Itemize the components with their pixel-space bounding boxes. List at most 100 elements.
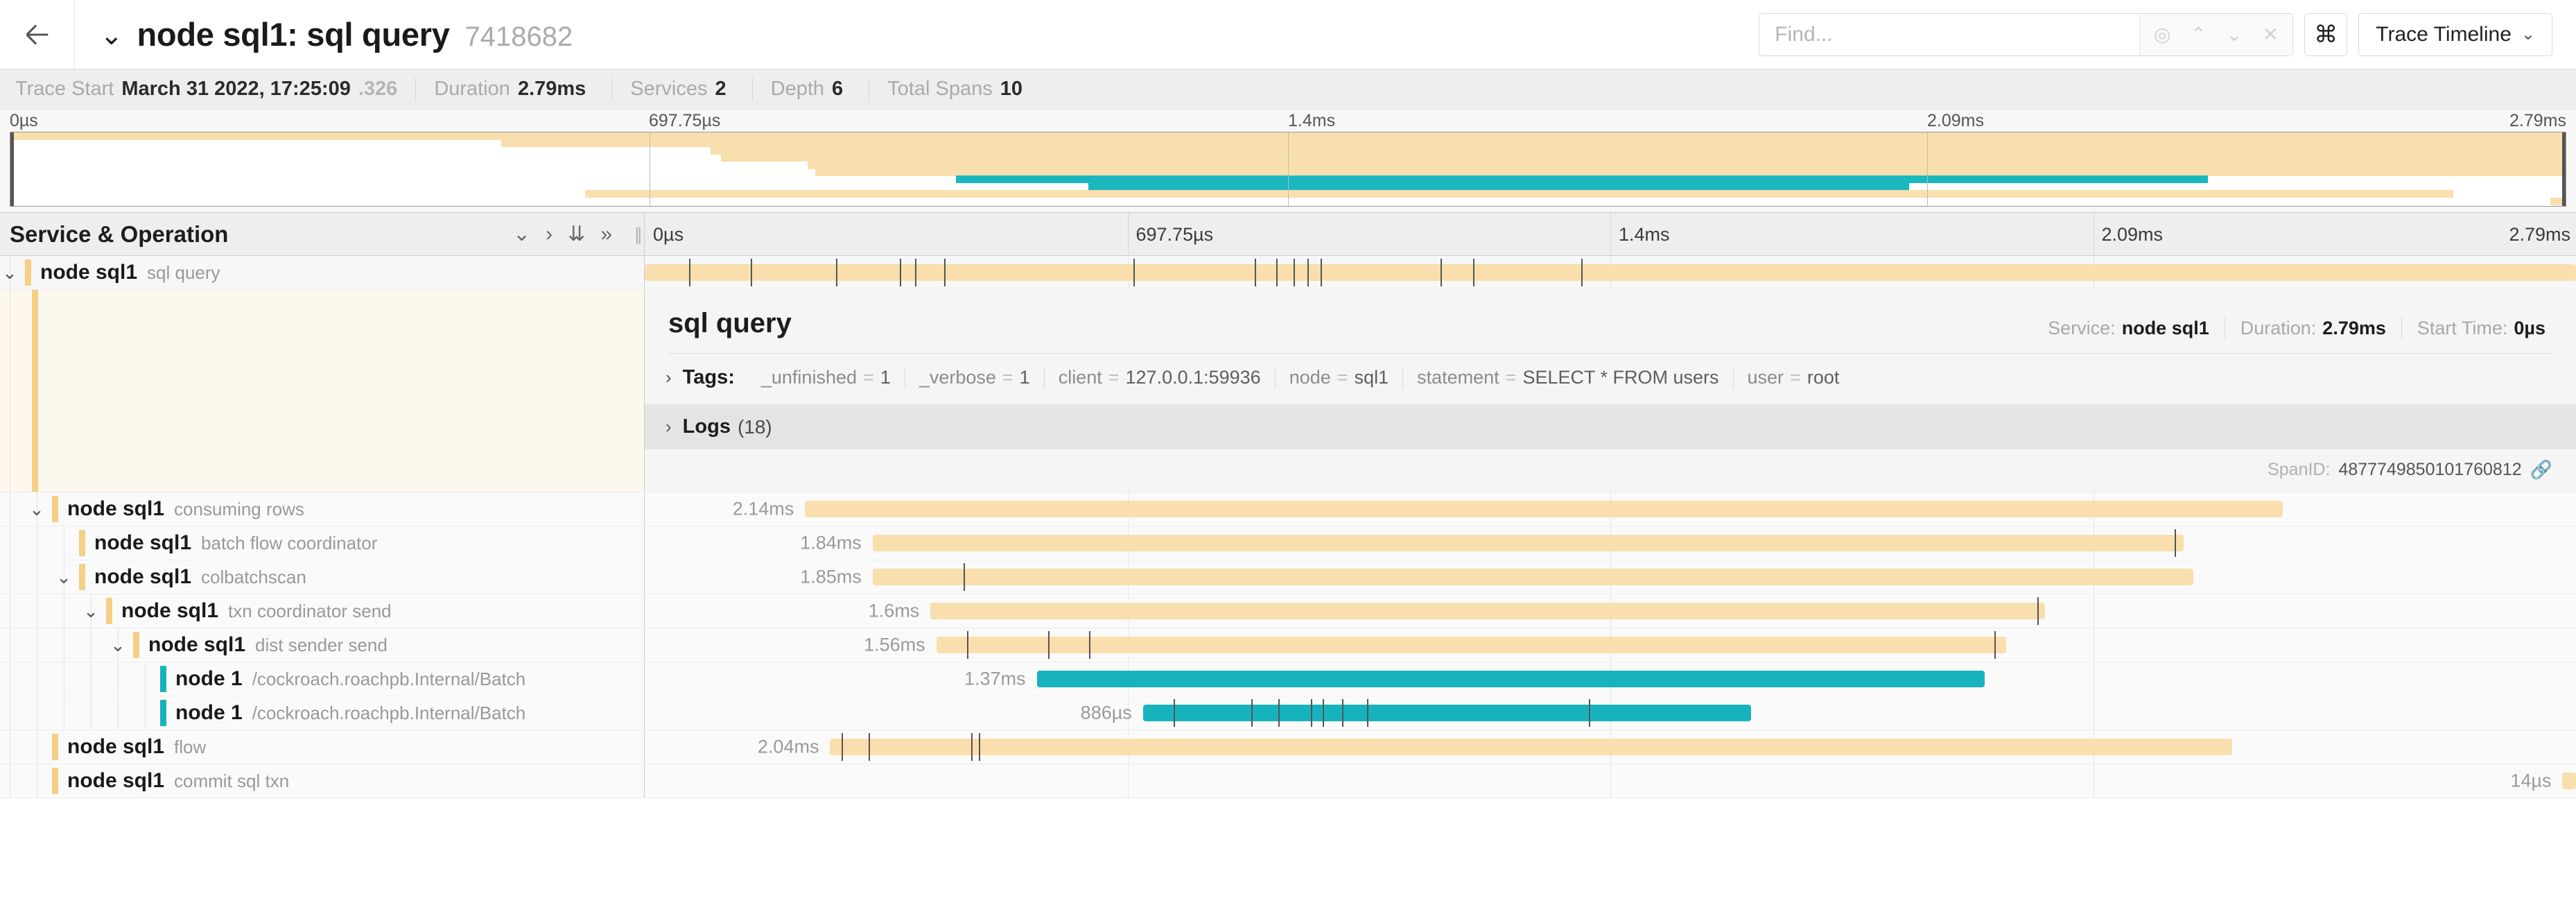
span-row-bar-cell[interactable]: 886µs <box>645 696 2576 730</box>
chevron-down-icon[interactable]: ⌄ <box>110 635 125 655</box>
span-row-label-cell[interactable]: node 1/cockroach.roachpb.Internal/Batch <box>0 696 645 730</box>
span-row-label-cell[interactable]: ⌄ node sql1 consuming rows <box>0 492 645 526</box>
double-chevron-down-icon[interactable]: ⇊ <box>568 222 586 246</box>
span-row[interactable]: ⌄ node sql1 sql query <box>0 256 2576 290</box>
span-tag[interactable]: client = 127.0.0.1:59936 <box>1045 366 1276 389</box>
chevron-down-icon[interactable]: ⌄ <box>83 601 98 621</box>
span-row-label-cell[interactable]: ⌄ node sql1 dist sender send <box>0 628 645 662</box>
span-row[interactable]: node sql1 batch flow coordinator 1.84ms <box>0 526 2576 560</box>
span-duration-bar[interactable] <box>872 535 2184 551</box>
span-log-marker[interactable] <box>2174 529 2176 557</box>
span-log-marker[interactable] <box>1473 259 1475 286</box>
span-log-marker[interactable] <box>1311 699 1313 727</box>
chevron-down-icon[interactable]: ⌄ <box>29 499 44 519</box>
chevron-down-icon[interactable]: ⌄ <box>513 222 531 246</box>
link-icon[interactable]: 🔗 <box>2530 459 2552 480</box>
span-row-bar-cell[interactable]: 1.6ms <box>645 594 2576 628</box>
chevron-up-icon[interactable]: ⌃ <box>2190 24 2207 45</box>
command-key-icon[interactable]: ⌘ <box>2304 12 2348 56</box>
span-log-marker[interactable] <box>1589 699 1591 727</box>
span-log-marker[interactable] <box>1133 259 1135 286</box>
span-duration-bar[interactable] <box>936 637 2007 653</box>
span-tag[interactable]: statement = SELECT * FROM users <box>1403 366 1734 389</box>
chevron-right-icon[interactable]: › <box>665 367 672 388</box>
span-duration-bar[interactable] <box>930 603 2045 619</box>
span-log-marker[interactable] <box>963 563 965 591</box>
span-row-bar-cell[interactable]: 14µs <box>645 764 2576 798</box>
span-log-marker[interactable] <box>899 259 901 286</box>
span-log-marker[interactable] <box>971 733 973 761</box>
chevron-down-icon[interactable]: ⌄ <box>2226 24 2243 45</box>
span-row-bar-cell[interactable] <box>645 256 2576 289</box>
span-log-marker[interactable] <box>943 259 946 286</box>
span-log-marker[interactable] <box>869 733 871 761</box>
minimap-drag-handle-left[interactable] <box>10 132 14 206</box>
span-row-label-cell[interactable]: node sql1 commit sql txn <box>0 764 645 798</box>
target-icon[interactable]: ◎ <box>2154 24 2171 45</box>
span-row-bar-cell[interactable]: 2.04ms <box>645 730 2576 764</box>
span-tag[interactable]: _verbose = 1 <box>905 366 1045 389</box>
back-button[interactable] <box>0 0 75 69</box>
span-log-marker[interactable] <box>967 631 969 659</box>
span-duration-bar[interactable] <box>1142 705 1752 721</box>
minimap[interactable] <box>10 132 2566 207</box>
span-row-bar-cell[interactable]: 1.37ms <box>645 662 2576 696</box>
span-row-label-cell[interactable]: ⌄ node sql1 sql query <box>0 256 645 289</box>
span-row-bar-cell[interactable]: 2.14ms <box>645 492 2576 526</box>
span-log-marker[interactable] <box>1276 259 1278 286</box>
chevron-down-icon[interactable]: ⌄ <box>100 20 123 51</box>
span-log-marker[interactable] <box>1321 259 1323 286</box>
span-row-bar-cell[interactable]: 1.84ms <box>645 526 2576 560</box>
span-log-marker[interactable] <box>1307 259 1309 286</box>
span-log-marker[interactable] <box>1251 699 1253 727</box>
span-row[interactable]: node 1/cockroach.roachpb.Internal/Batch 1… <box>0 662 2576 696</box>
span-log-marker[interactable] <box>978 733 980 761</box>
span-row[interactable]: node sql1 flow 2.04ms <box>0 730 2576 764</box>
span-duration-bar[interactable] <box>645 264 2576 281</box>
span-row-label-cell[interactable]: ⌄ node sql1 txn coordinator send <box>0 594 645 628</box>
span-row[interactable]: ⌄ node sql1 txn coordinator send 1.6ms <box>0 594 2576 628</box>
span-log-marker[interactable] <box>835 259 837 286</box>
span-row-label-cell[interactable]: node sql1 flow <box>0 730 645 764</box>
span-row[interactable]: ⌄ node sql1 consuming rows 2.14ms <box>0 492 2576 526</box>
chevron-right-icon[interactable]: › <box>546 222 553 246</box>
chevron-down-icon[interactable]: ⌄ <box>2 262 17 283</box>
span-duration-bar[interactable] <box>872 569 2194 585</box>
span-log-marker[interactable] <box>1581 259 1583 286</box>
span-log-marker[interactable] <box>1294 259 1296 286</box>
span-log-marker[interactable] <box>1255 259 1257 286</box>
chevron-right-icon[interactable]: › <box>665 416 672 437</box>
span-log-marker[interactable] <box>751 259 753 286</box>
chevron-down-icon[interactable]: ⌄ <box>56 567 71 587</box>
span-duration-bar[interactable] <box>1036 671 1985 687</box>
span-row-bar-cell[interactable]: 1.56ms <box>645 628 2576 662</box>
span-tag[interactable]: _unfinished = 1 <box>747 366 905 389</box>
close-icon[interactable]: ✕ <box>2262 24 2279 45</box>
span-log-marker[interactable] <box>1440 259 1442 286</box>
span-tag[interactable]: user = root <box>1734 367 1854 389</box>
span-row[interactable]: node 1/cockroach.roachpb.Internal/Batch 8… <box>0 696 2576 730</box>
minimap-drag-handle-right[interactable] <box>2562 132 2566 206</box>
span-duration-bar[interactable] <box>830 739 2233 755</box>
span-log-marker[interactable] <box>689 259 691 286</box>
span-row[interactable]: ⌄ node sql1 colbatchscan 1.85ms <box>0 560 2576 594</box>
span-tag[interactable]: node = sql1 <box>1276 366 1404 389</box>
span-row-bar-cell[interactable]: 1.85ms <box>645 560 2576 594</box>
column-resize-grip[interactable]: || <box>634 223 641 244</box>
span-log-marker[interactable] <box>1366 699 1368 727</box>
span-log-marker[interactable] <box>1341 699 1343 727</box>
span-log-marker[interactable] <box>1048 631 1050 659</box>
span-row-label-cell[interactable]: node 1/cockroach.roachpb.Internal/Batch <box>0 662 645 696</box>
span-logs-toggle[interactable]: › Logs (18) <box>645 404 2576 449</box>
double-chevron-right-icon[interactable]: » <box>600 222 612 246</box>
view-selector-button[interactable]: Trace Timeline ⌄ <box>2358 12 2552 56</box>
search-input[interactable] <box>1759 13 2140 55</box>
span-row-label-cell[interactable]: node sql1 batch flow coordinator <box>0 526 645 560</box>
span-log-marker[interactable] <box>1994 631 1996 659</box>
span-log-marker[interactable] <box>842 733 844 761</box>
span-log-marker[interactable] <box>1278 699 1280 727</box>
span-log-marker[interactable] <box>1088 631 1090 659</box>
span-row[interactable]: node sql1 commit sql txn 14µs <box>0 764 2576 798</box>
span-log-marker[interactable] <box>915 259 917 286</box>
span-row-label-cell[interactable]: ⌄ node sql1 colbatchscan <box>0 560 645 594</box>
